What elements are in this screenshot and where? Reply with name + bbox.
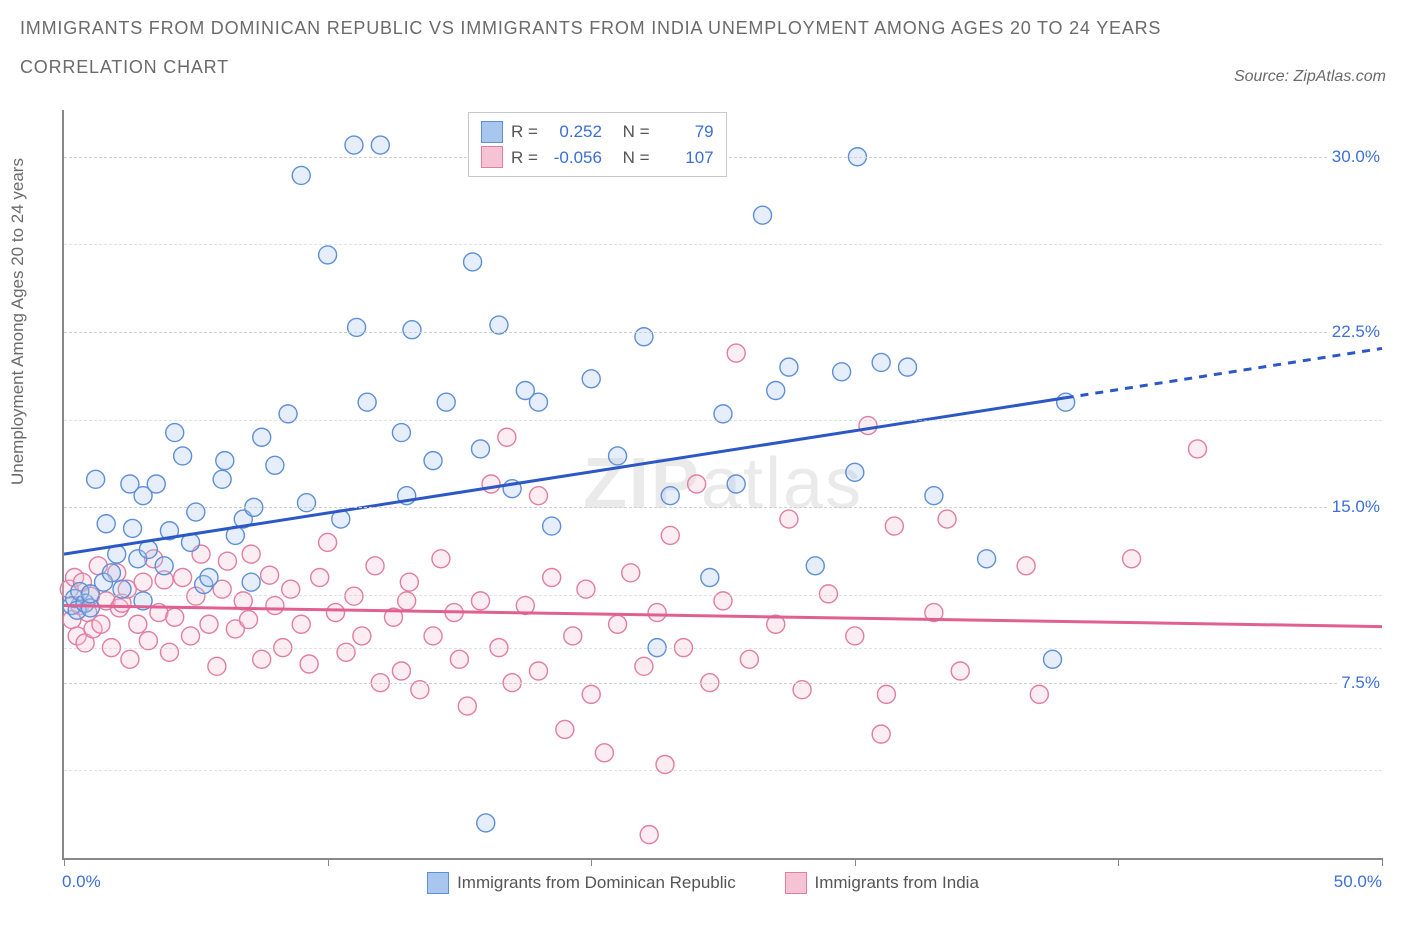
- y-tick-label: 30.0%: [1328, 147, 1384, 167]
- title-line-1: IMMIGRANTS FROM DOMINICAN REPUBLIC VS IM…: [20, 18, 1161, 39]
- swatch-a: [481, 121, 503, 143]
- stats-row-b: R = -0.056 N = 107: [481, 145, 714, 171]
- y-tick-label: 22.5%: [1328, 322, 1384, 342]
- y-tick-label: 15.0%: [1328, 497, 1384, 517]
- y-tick-label: 7.5%: [1337, 673, 1384, 693]
- legend-item-b: Immigrants from India: [785, 872, 979, 894]
- chart-area: ZIPatlas 7.5%15.0%22.5%30.0%: [62, 110, 1382, 860]
- series-legend: Immigrants from Dominican Republic Immig…: [0, 872, 1406, 899]
- scatter-plot: [64, 110, 1382, 858]
- swatch-b: [481, 146, 503, 168]
- y-axis-label: Unemployment Among Ages 20 to 24 years: [8, 158, 28, 485]
- source-credit: Source: ZipAtlas.com: [1234, 68, 1386, 86]
- legend-swatch-b: [785, 872, 807, 894]
- stats-legend: R = 0.252 N = 79 R = -0.056 N = 107: [468, 112, 727, 177]
- stats-row-a: R = 0.252 N = 79: [481, 119, 714, 145]
- title-line-2: CORRELATION CHART: [20, 57, 1161, 78]
- legend-item-a: Immigrants from Dominican Republic: [427, 872, 736, 894]
- legend-swatch-a: [427, 872, 449, 894]
